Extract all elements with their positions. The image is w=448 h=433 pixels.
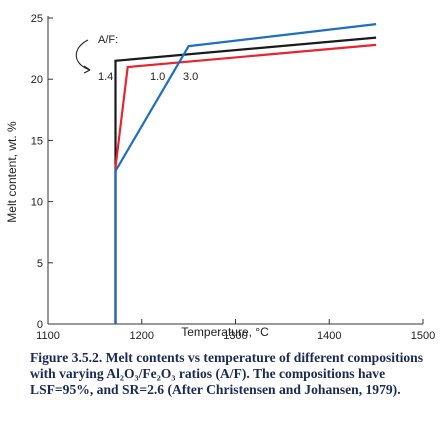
series-label-1.4: 1.4 — [98, 71, 113, 83]
caption-line-3: LSF=95%, and SR=2.6 (After Christensen a… — [30, 382, 401, 397]
series-label-1.0: 1.0 — [150, 71, 165, 83]
chart-series — [114, 23, 377, 324]
y-tick-label: 0 — [37, 319, 43, 331]
annotation-arrowhead — [83, 65, 91, 74]
series-line-3.0 — [114, 23, 377, 324]
y-tick-label: 20 — [31, 74, 43, 86]
series-label-3.0: 3.0 — [183, 71, 198, 83]
annotation-arrow — [75, 39, 91, 71]
y-tick-label: 25 — [31, 13, 43, 25]
y-tick-label: 15 — [31, 135, 43, 147]
x-tick-label: 1200 — [130, 330, 154, 342]
y-axis-title: Melt content, wt. % — [5, 121, 19, 223]
annotation-title: A/F: — [98, 34, 118, 46]
melt-content-chart: 1100 1200 1300 1400 1500 0 5 10 15 20 25 A/F: 1.4 … — [5, 13, 435, 342]
x-tick-label: 1400 — [317, 330, 341, 342]
y-tick-label: 5 — [37, 258, 43, 270]
caption-line-1: Figure 3.5.2. Melt contents vs temperatu… — [30, 350, 424, 365]
series-line-1.0 — [114, 43, 377, 324]
chart-annotations: A/F: 1.4 1.0 3.0 Temperature, °C Melt co… — [5, 34, 269, 339]
x-axis-title: Temperature, °C — [181, 325, 269, 339]
y-tick-label: 10 — [31, 197, 43, 209]
x-tick-label: 1500 — [411, 330, 435, 342]
figure-caption: Figure 3.5.2. Melt contents vs temperatu… — [30, 350, 440, 398]
chart-axes: 1100 1200 1300 1400 1500 0 5 10 15 20 25 — [31, 13, 435, 342]
x-tick-label: 1100 — [36, 330, 60, 342]
caption-line-2: with varying Al₂O₃/Fe₂O₃ ratios (A/F). T… — [30, 366, 386, 381]
x-tick-label: 1300 — [223, 330, 247, 342]
